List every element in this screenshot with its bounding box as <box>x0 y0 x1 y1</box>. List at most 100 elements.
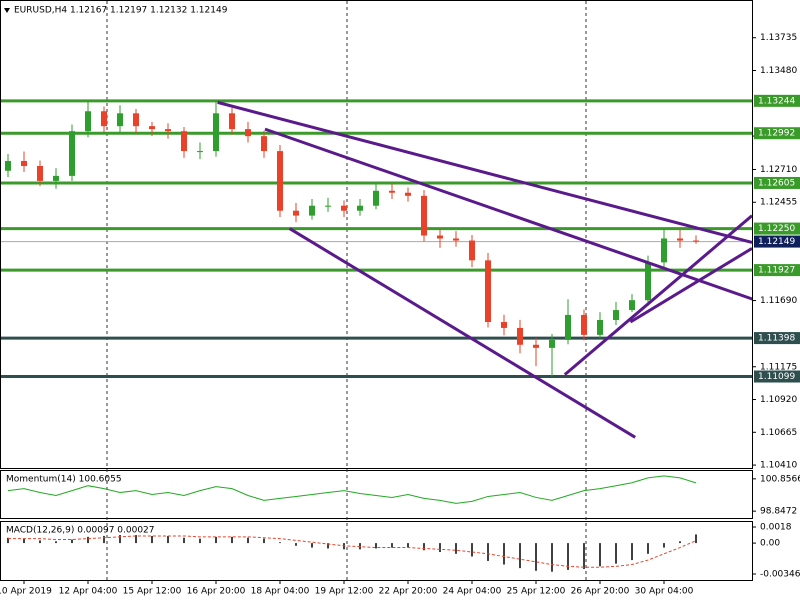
x-tick-label: 18 Apr 04:00 <box>251 587 310 597</box>
level-label-box <box>754 176 800 189</box>
candle-body <box>597 319 603 335</box>
candle-body <box>389 190 395 193</box>
candle-body <box>357 205 363 211</box>
candle-body <box>325 205 331 207</box>
candle-body <box>677 238 683 241</box>
main-panel <box>0 0 753 469</box>
x-tick-label: 24 Apr 04:00 <box>443 587 502 597</box>
candle-body <box>117 113 123 127</box>
candle-body <box>21 160 27 166</box>
level-label: 1.11099 <box>758 372 795 382</box>
momentum-title: Momentum(14) 100.6055 <box>6 475 122 485</box>
trendline <box>563 214 752 376</box>
candle-body <box>693 240 699 242</box>
candle-body <box>613 310 619 320</box>
y-tick-label: 1.10410 <box>760 461 797 471</box>
y-tick-label: 98.8472 <box>760 507 797 517</box>
y-tick-label: 1.11175 <box>760 362 797 372</box>
candle-body <box>165 129 171 132</box>
level-label: 1.11927 <box>758 266 795 276</box>
trendline <box>217 100 752 244</box>
x-tick-label: 10 Apr 2019 <box>0 587 52 597</box>
candle-body <box>581 314 587 335</box>
y-tick-label: 1.10920 <box>760 395 797 405</box>
candle-body <box>549 339 555 348</box>
candle-body <box>469 240 475 261</box>
candle-body <box>437 235 443 239</box>
trendline <box>288 227 636 439</box>
day-separators <box>106 1 587 580</box>
candle-body <box>517 327 523 345</box>
level-label-box <box>754 332 800 345</box>
level-label: 1.12992 <box>758 129 795 139</box>
candle-body <box>181 131 187 152</box>
candle-body <box>501 322 507 328</box>
candle-body <box>645 262 651 301</box>
trendline <box>264 127 752 301</box>
level-label: 1.12605 <box>758 178 795 188</box>
candle-body <box>261 136 267 152</box>
trendline <box>629 247 752 324</box>
x-tick-label: 16 Apr 20:00 <box>187 587 246 597</box>
candle-body <box>453 238 459 241</box>
y-tick-label: -0.00346 <box>760 570 800 580</box>
y-tick-label: 0.0018 <box>760 523 792 533</box>
candle-body <box>85 111 91 132</box>
level-label: 1.11398 <box>758 334 795 344</box>
x-tick-label: 30 Apr 04:00 <box>635 587 694 597</box>
current-price-box <box>754 235 800 248</box>
candle-body <box>405 192 411 196</box>
y-tick-label: 1.10665 <box>760 428 797 438</box>
level-label-box <box>754 94 800 107</box>
momentum-panel <box>0 470 753 519</box>
candle-body <box>661 238 667 263</box>
candle-body <box>341 205 347 211</box>
y-tick-label: 1.11690 <box>760 296 797 306</box>
candle-body <box>101 111 107 127</box>
level-label: 1.13244 <box>758 96 795 106</box>
x-tick-label: 15 Apr 12:00 <box>123 587 182 597</box>
x-tick-label: 12 Apr 04:00 <box>59 587 118 597</box>
y-tick-label: 1.13480 <box>760 66 797 76</box>
candle-body <box>245 129 251 137</box>
y-tick-label: 1.12710 <box>760 165 797 175</box>
level-label-box <box>754 127 800 140</box>
y-tick-label: 1.12455 <box>760 198 797 208</box>
current-price-label: 1.12149 <box>758 237 795 247</box>
candle-body <box>309 205 315 216</box>
y-tick-label: 1.13735 <box>760 33 797 43</box>
level-label: 1.12250 <box>758 224 795 234</box>
plot-area <box>1 99 752 439</box>
candle-body <box>213 113 219 152</box>
candle-body <box>133 113 139 127</box>
level-label-box <box>754 370 800 383</box>
level-label-box <box>754 264 800 277</box>
candle-body <box>421 195 427 236</box>
candle-body <box>149 126 155 130</box>
y-tick-label: 100.8566 <box>760 474 800 484</box>
momentum-line <box>7 475 697 504</box>
candle-body <box>373 190 379 206</box>
x-tick-label: 26 Apr 20:00 <box>571 587 630 597</box>
candle-body <box>293 210 299 216</box>
candle-body <box>197 151 203 153</box>
candle-body <box>485 260 491 323</box>
candle-body <box>37 165 43 181</box>
x-tick-label: 19 Apr 12:00 <box>315 587 374 597</box>
candle-body <box>53 175 59 181</box>
level-label-box <box>754 222 800 235</box>
candle-body <box>277 151 283 211</box>
candle-body <box>629 300 635 311</box>
macd-panel <box>0 521 753 581</box>
candle-body <box>5 160 11 171</box>
x-tick-label: 25 Apr 12:00 <box>507 587 566 597</box>
y-tick-label: 0.00 <box>760 539 780 549</box>
macd-title: MACD(12,26,9) 0.00097 0.00027 <box>6 526 155 536</box>
candle-body <box>229 113 235 130</box>
x-tick-label: 22 Apr 20:00 <box>379 587 438 597</box>
candle-body <box>565 314 571 340</box>
signal-line <box>8 535 697 568</box>
chart-title: EURUSD,H4 1.12167 1.12197 1.12132 1.1214… <box>14 6 228 16</box>
candle-body <box>69 131 75 176</box>
